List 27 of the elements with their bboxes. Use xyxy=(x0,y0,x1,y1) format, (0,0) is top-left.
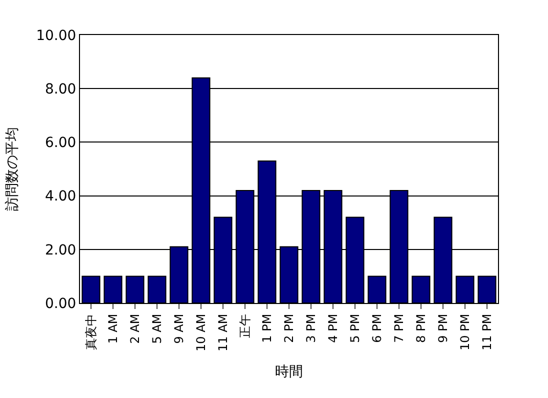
x-tick-label: 3 PM xyxy=(304,314,318,343)
y-tick-label: 10.00 xyxy=(36,28,76,44)
x-tick-label: 2 AM xyxy=(128,314,142,344)
x-tick-label: 11 PM xyxy=(480,314,494,350)
x-tick-label: 正午 xyxy=(238,314,252,338)
x-tick-label: 9 AM xyxy=(172,314,186,344)
x-tick-label: 6 PM xyxy=(370,314,384,343)
x-tick-label: 真夜中 xyxy=(84,314,98,350)
x-tick-label: 4 PM xyxy=(326,314,340,343)
x-tick-label: 5 PM xyxy=(348,314,362,343)
x-tick-label: 1 AM xyxy=(106,314,120,344)
y-tick-label: 6.00 xyxy=(45,135,76,152)
y-tick-label: 0.00 xyxy=(45,296,76,312)
x-tick-label: 8 PM xyxy=(414,314,428,343)
x-tick-label: 11 AM xyxy=(216,314,230,352)
x-tick-label: 1 PM xyxy=(260,314,274,343)
y-axis-title: 訪問数の平均 xyxy=(4,127,21,211)
x-tick-label: 10 AM xyxy=(194,314,208,352)
x-tick-label: 7 PM xyxy=(392,314,406,343)
x-tick-label: 5 AM xyxy=(150,314,164,344)
x-tick-label: 2 PM xyxy=(282,314,296,343)
x-axis-title: 時間 xyxy=(275,364,303,380)
y-tick-label: 8.00 xyxy=(45,82,76,98)
y-tick-label: 2.00 xyxy=(45,242,76,258)
x-tick-label: 10 PM xyxy=(458,314,472,350)
y-tick-label: 4.00 xyxy=(45,188,76,205)
x-tick-label: 9 PM xyxy=(436,314,450,343)
